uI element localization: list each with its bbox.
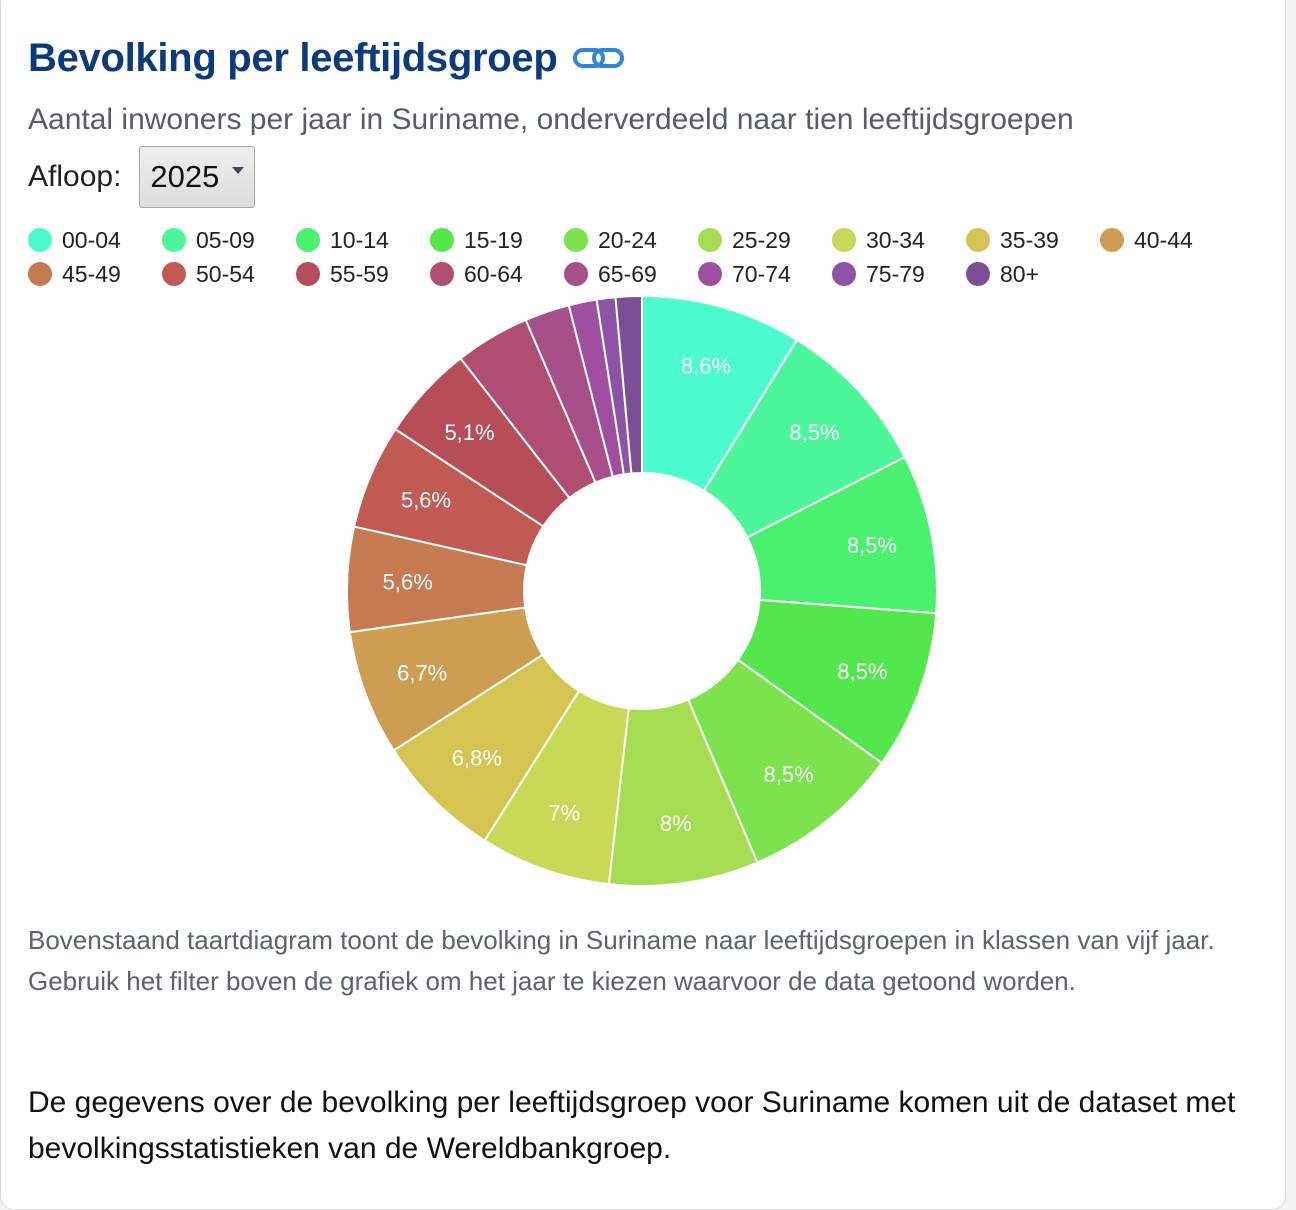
- legend-swatch: [162, 228, 186, 252]
- page-title: Bevolking per leeftijdsgroep: [28, 36, 558, 80]
- legend-item-20-24[interactable]: 20-24: [564, 226, 657, 254]
- legend-label: 50-54: [196, 260, 255, 287]
- legend-item-80+[interactable]: 80+: [966, 260, 1039, 288]
- legend-label: 35-39: [1000, 226, 1059, 253]
- data-label-50-54: 5,6%: [401, 488, 451, 513]
- legend-item-05-09[interactable]: 05-09: [162, 226, 255, 254]
- data-label-25-29: 8%: [660, 811, 692, 836]
- legend-swatch: [966, 262, 990, 286]
- chart-subtitle: Aantal inwoners per jaar in Suriname, on…: [28, 103, 1074, 136]
- data-label-45-49: 5,6%: [383, 570, 433, 595]
- legend-label: 30-34: [866, 226, 925, 253]
- year-filter: Afloop: 2025: [28, 146, 256, 208]
- legend-swatch: [698, 228, 722, 252]
- data-label-30-34: 7%: [548, 800, 580, 825]
- chart-description: Bovenstaand taartdiagram toont de bevolk…: [28, 925, 1215, 996]
- legend-item-65-69[interactable]: 65-69: [564, 260, 657, 288]
- data-label-10-14: 8,5%: [847, 533, 897, 558]
- legend-swatch: [564, 228, 588, 252]
- year-select[interactable]: 2025: [139, 146, 256, 208]
- data-label-35-39: 6,8%: [452, 745, 502, 770]
- data-source-text: De gegevens over de bevolking per leefti…: [28, 1086, 1236, 1165]
- legend-label: 10-14: [330, 226, 389, 253]
- year-select-value: 2025: [150, 159, 220, 194]
- legend-item-10-14[interactable]: 10-14: [296, 226, 389, 254]
- legend-item-35-39[interactable]: 35-39: [966, 226, 1059, 254]
- legend-label: 40-44: [1134, 226, 1193, 253]
- legend-label: 70-74: [732, 260, 791, 287]
- legend-swatch: [28, 262, 52, 286]
- legend-label: 00-04: [62, 226, 121, 253]
- legend-item-55-59[interactable]: 55-59: [296, 260, 389, 288]
- legend-item-50-54[interactable]: 50-54: [162, 260, 255, 288]
- legend-item-75-79[interactable]: 75-79: [832, 260, 925, 288]
- data-label-15-19: 8,5%: [837, 659, 887, 684]
- link-icon[interactable]: [572, 43, 626, 73]
- legend-item-25-29[interactable]: 25-29: [698, 226, 791, 254]
- legend-label: 20-24: [598, 226, 657, 253]
- chevron-down-icon: [232, 167, 245, 174]
- legend-label: 15-19: [464, 226, 523, 253]
- legend-item-30-34[interactable]: 30-34: [832, 226, 925, 254]
- legend-swatch: [296, 262, 320, 286]
- legend-swatch: [430, 262, 454, 286]
- legend-item-15-19[interactable]: 15-19: [430, 226, 523, 254]
- legend-item-40-44[interactable]: 40-44: [1100, 226, 1193, 254]
- legend-swatch: [832, 262, 856, 286]
- legend-label: 60-64: [464, 260, 523, 287]
- data-label-05-09: 8,5%: [789, 420, 839, 445]
- legend-swatch: [1100, 228, 1124, 252]
- legend-item-00-04[interactable]: 00-04: [28, 226, 121, 254]
- legend-label: 55-59: [330, 260, 389, 287]
- data-label-55-59: 5,1%: [444, 420, 494, 445]
- legend-swatch: [564, 262, 588, 286]
- slice-80+[interactable]: [614, 294, 643, 475]
- legend-swatch: [966, 228, 990, 252]
- legend-label: 05-09: [196, 226, 255, 253]
- legend-swatch: [296, 228, 320, 252]
- legend-label: 25-29: [732, 226, 791, 253]
- filter-label: Afloop:: [28, 160, 122, 193]
- legend-swatch: [832, 228, 856, 252]
- legend-item-45-49[interactable]: 45-49: [28, 260, 121, 288]
- data-label-40-44: 6,7%: [397, 661, 447, 686]
- title-row: Bevolking per leeftijdsgroep: [28, 34, 626, 82]
- legend-swatch: [698, 262, 722, 286]
- data-label-00-04: 8,6%: [681, 353, 731, 378]
- legend-label: 80+: [1000, 260, 1040, 287]
- legend-label: 65-69: [598, 260, 657, 287]
- legend-label: 75-79: [866, 260, 925, 287]
- legend-label: 45-49: [62, 260, 121, 287]
- legend-swatch: [430, 228, 454, 252]
- legend-item-60-64[interactable]: 60-64: [430, 260, 523, 288]
- legend-item-70-74[interactable]: 70-74: [698, 260, 791, 288]
- legend-swatch: [162, 262, 186, 286]
- data-label-20-24: 8,5%: [764, 762, 814, 787]
- legend-swatch: [28, 228, 52, 252]
